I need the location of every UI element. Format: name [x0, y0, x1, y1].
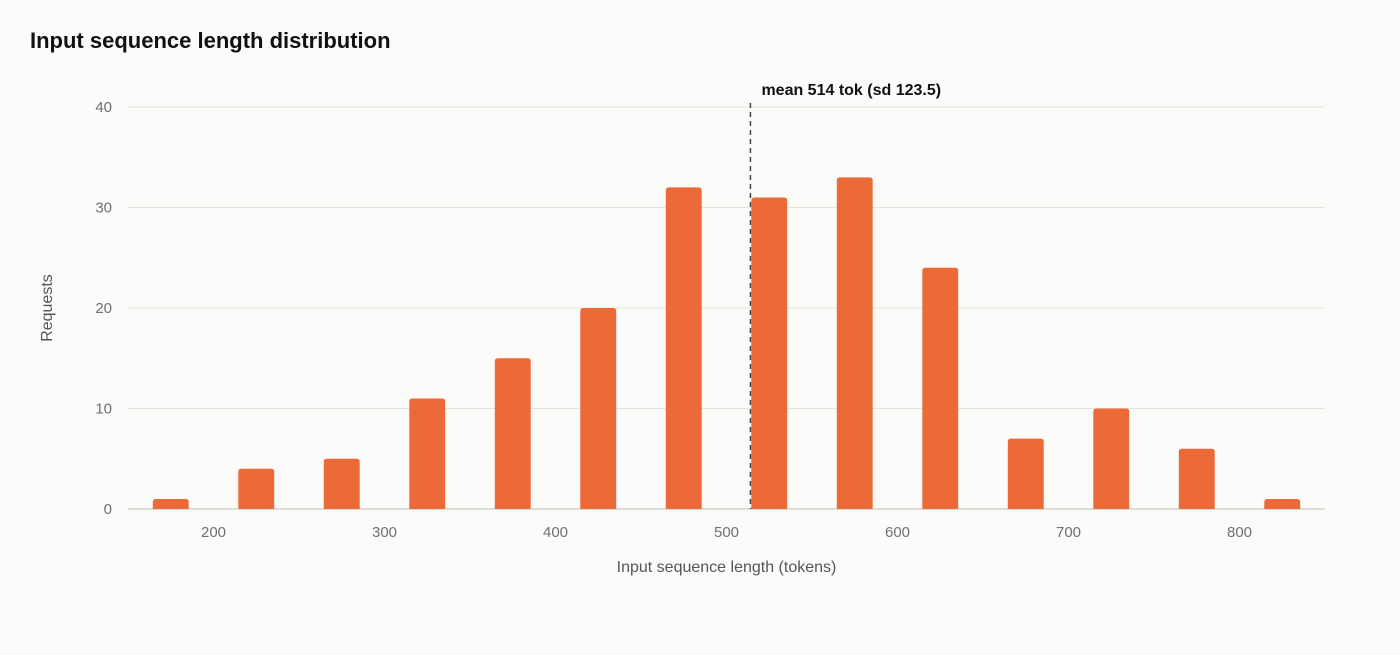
histogram-bar	[665, 187, 702, 509]
histogram-bar	[323, 458, 360, 509]
chart-title: Input sequence length distribution	[30, 28, 391, 53]
histogram-bar	[238, 468, 275, 509]
histogram-bar	[836, 177, 873, 509]
x-tick-label: 300	[372, 524, 397, 541]
x-tick-label: 700	[1056, 524, 1081, 541]
histogram-bar	[1178, 448, 1215, 509]
x-axis-title: Input sequence length (tokens)	[617, 559, 837, 576]
y-axis-title: Requests	[39, 274, 56, 342]
histogram-bar	[1093, 408, 1130, 509]
x-tick-label: 500	[714, 524, 739, 541]
x-tick-label: 600	[885, 524, 910, 541]
histogram-bar	[494, 358, 531, 509]
y-tick-label: 10	[95, 401, 112, 418]
y-tick-label: 40	[95, 99, 112, 116]
histogram-bar	[152, 498, 189, 509]
x-tick-label: 800	[1227, 524, 1252, 541]
histogram-bar	[1264, 498, 1301, 509]
histogram-bar	[751, 197, 788, 509]
mean-annotation: mean 514 tok (sd 123.5)	[761, 82, 941, 99]
x-tick-label: 400	[543, 524, 568, 541]
y-tick-label: 20	[95, 300, 112, 317]
histogram-bar	[922, 267, 959, 509]
x-tick-label: 200	[201, 524, 226, 541]
y-tick-label: 30	[95, 200, 112, 217]
histogram-bar	[1007, 438, 1044, 509]
histogram-bar	[409, 398, 446, 509]
histogram-bar	[580, 308, 617, 509]
y-tick-label: 0	[104, 501, 112, 518]
